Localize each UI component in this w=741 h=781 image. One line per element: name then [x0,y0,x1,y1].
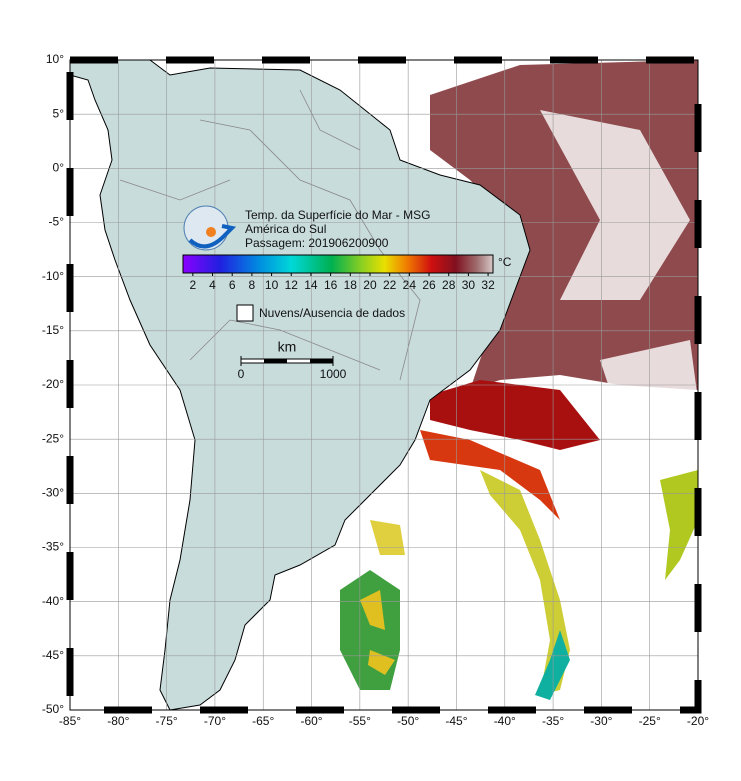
lon-tick-label: -70° [204,714,226,728]
lat-tick-label: 10° [46,52,64,66]
lon-tick-label: -25° [639,714,661,728]
colorbar-tick-label: 26 [422,278,436,292]
colorbar-tick-label: 6 [229,278,236,292]
sst-plata [370,520,405,555]
lat-tick-label: -5° [49,215,65,229]
colorbar-tick-label: 28 [442,278,456,292]
colorbar-tick-label: 30 [462,278,476,292]
colorbar-tick-label: 22 [383,278,397,292]
lon-tick-label: -20° [687,714,709,728]
scalebar-seg [264,359,287,363]
scalebar-label: 1000 [320,367,347,381]
lon-tick-label: -40° [494,714,516,728]
colorbar-tick-label: 10 [265,278,279,292]
colorbar-tick-label: 16 [324,278,338,292]
colorbar-tick-label: 14 [304,278,318,292]
colorbar-tick-label: 2 [189,278,196,292]
legend-label: Nuvens/Ausencia de dados [259,306,405,320]
lon-tick-label: -35° [542,714,564,728]
scalebar-seg [310,359,333,363]
colorbar-tick-label: 18 [344,278,358,292]
lat-tick-label: 5° [53,106,65,120]
title-line: América do Sul [245,222,326,236]
lat-tick-label: 0° [53,161,65,175]
scalebar-label: 0 [238,367,245,381]
sst-cool [535,630,570,700]
lat-tick-label: -30° [42,486,64,500]
colorbar-tick-label: 4 [209,278,216,292]
borders [119,89,421,381]
sst-east [660,470,698,580]
colorbar-tick-label: 24 [403,278,417,292]
map-body [70,60,698,710]
sst-eddy [360,590,395,675]
clouds [540,110,698,400]
lat-tick-label: -25° [42,431,64,445]
sst-orange [420,430,560,520]
lat-tick-label: -45° [42,648,64,662]
lat-tick-label: -15° [42,323,64,337]
title-line: Temp. da Superfície do Mar - MSG [245,208,430,222]
colorbar-unit: °C [498,255,512,269]
lat-tick-label: -20° [42,377,64,391]
lon-tick-label: -85° [59,714,81,728]
colorbar-tick-label: 12 [285,278,299,292]
lon-tick-label: -50° [397,714,419,728]
sst-hot [430,380,600,450]
lon-tick-label: -55° [349,714,371,728]
lat-tick-label: -10° [42,269,64,283]
lon-tick-label: -80° [107,714,129,728]
legend-swatch [236,304,254,322]
lon-tick-label: -45° [445,714,467,728]
scalebar-unit: km [278,339,297,355]
colorbar [182,254,494,274]
colorbar-tick-label: 20 [363,278,377,292]
title-line: Passagem: 201906200900 [245,236,389,250]
inpe-logo [183,205,237,251]
lat-tick-label: -35° [42,540,64,554]
lon-tick-label: -65° [252,714,274,728]
lon-tick-label: -75° [156,714,178,728]
lat-tick-label: -40° [42,594,64,608]
lon-tick-label: -30° [590,714,612,728]
colorbar-tick-label: 8 [249,278,256,292]
frame [69,59,699,711]
lat-tick-label: -50° [42,702,64,716]
colorbar-tick-label: 32 [481,278,495,292]
lon-tick-label: -60° [300,714,322,728]
